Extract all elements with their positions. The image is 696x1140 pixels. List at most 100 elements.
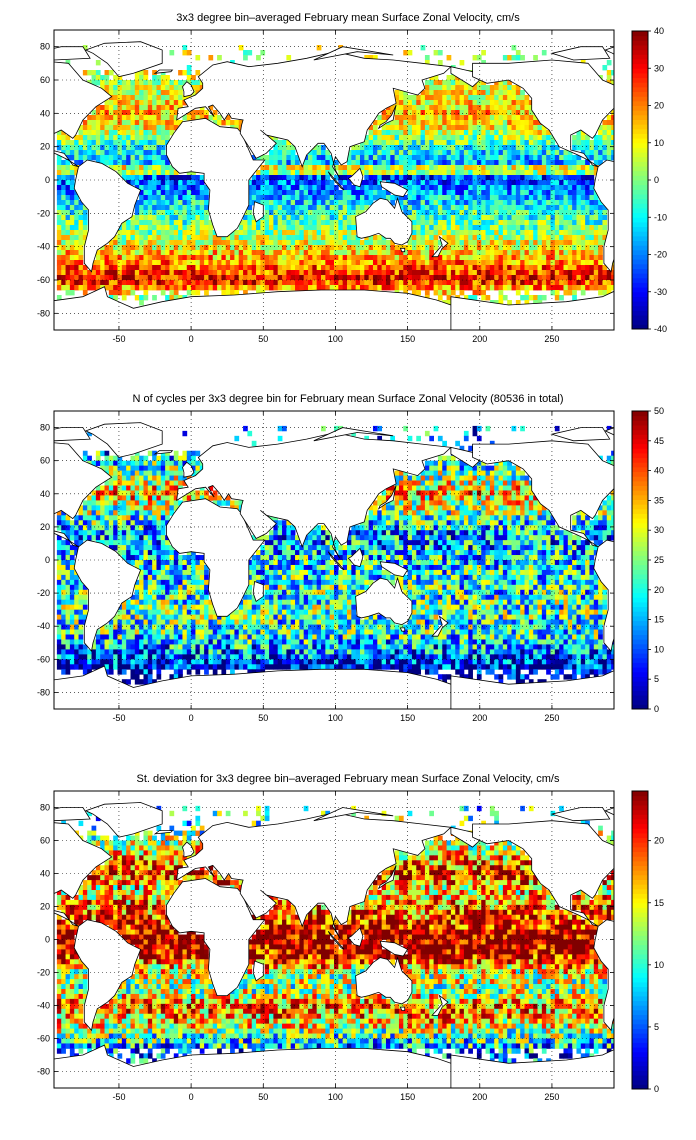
heatmap-cell [147,165,153,171]
heatmap-cell [152,170,157,176]
heatmap-cell [411,225,417,231]
heatmap-cell [463,110,469,116]
heatmap-cell [524,285,530,291]
heatmap-cell [221,120,227,126]
heatmap-cell [429,160,434,166]
heatmap-cell [121,110,127,116]
heatmap-cell [156,155,162,161]
coastline-outline [54,61,113,168]
heatmap-cell [169,90,175,96]
heatmap-cell [459,485,465,491]
heatmap-cell [407,135,413,141]
heatmap-cell [585,245,590,251]
heatmap-cell [225,285,231,291]
heatmap-cell [390,435,396,442]
heatmap-cell [541,250,547,256]
heatmap-cell [533,160,538,166]
heatmap-cell [437,490,443,496]
heatmap-cell [533,275,538,281]
heatmap-cell [455,115,460,121]
heatmap-cell [256,55,261,61]
heatmap-cell [282,200,287,206]
heatmap-cell [139,75,144,81]
heatmap-cell [455,90,460,96]
heatmap-cell [134,90,140,96]
heatmap-cell [459,500,465,506]
heatmap-cell [269,170,274,176]
heatmap-cell [329,165,335,171]
heatmap-cell [134,200,140,206]
heatmap-cell [507,135,512,141]
heatmap-cell [256,290,261,296]
heatmap-cell [69,165,75,171]
heatmap-cell [130,160,136,166]
heatmap-cell [598,125,603,131]
heatmap-cell [169,180,175,186]
heatmap-cell [563,230,569,236]
heatmap-cell [152,105,157,111]
heatmap-cell [576,250,582,256]
heatmap-cell [533,165,538,171]
heatmap-cell [606,135,612,141]
heatmap-cell [537,285,543,291]
colorbar-swatch [632,277,648,283]
heatmap-cell [108,455,114,462]
heatmap-cell [494,145,499,151]
heatmap-cell [351,215,357,221]
heatmap-cell [104,255,110,261]
heatmap-cell [528,105,534,111]
heatmap-cell [559,215,564,221]
heatmap-cell [156,480,162,486]
heatmap-cell [476,95,482,101]
heatmap-cell [299,170,305,176]
heatmap-cell [450,475,456,481]
heatmap-cell [364,285,370,291]
heatmap-cell [95,145,101,151]
heatmap-cell [160,265,166,271]
heatmap-cell [554,230,560,236]
heatmap-cell [580,145,586,151]
heatmap-cell [390,245,396,251]
heatmap-cell [498,290,504,296]
heatmap-cell [208,265,214,271]
heatmap-cell [476,500,482,506]
heatmap-cell [424,55,430,61]
heatmap-cell [524,140,530,146]
heatmap-cell [546,185,551,191]
heatmap-cell [282,210,287,216]
heatmap-cell [567,155,573,161]
heatmap-cell [221,275,227,281]
heatmap-cell [139,215,144,221]
heatmap-cell [282,230,287,236]
heatmap-cell [139,500,144,506]
heatmap-cell [528,495,534,501]
heatmap-cell [160,495,166,501]
heatmap-cell [208,280,214,286]
heatmap-cell [507,105,512,111]
heatmap-cell [61,270,66,276]
heatmap-cell [468,490,473,496]
heatmap-cell [234,275,240,281]
heatmap-cell [295,270,300,276]
heatmap-cell [576,145,582,151]
heatmap-cell [524,135,530,141]
heatmap-cell [394,475,400,481]
heatmap-cell [598,260,603,266]
heatmap-cell [459,495,465,501]
heatmap-cell [520,155,525,161]
heatmap-cell [502,185,508,191]
heatmap-cell [537,300,543,306]
heatmap-cell [121,510,127,516]
heatmap-cell [286,185,292,191]
heatmap-cell [186,175,192,181]
heatmap-cell [65,220,71,226]
heatmap-cell [537,235,543,241]
heatmap-cell [481,255,486,261]
coastline-outline [379,181,409,198]
heatmap-cell [411,275,417,281]
heatmap-cell [173,115,179,121]
heatmap-cell [338,180,344,186]
heatmap-cell [394,115,400,121]
heatmap-cell [394,100,400,106]
heatmap-cell [260,190,266,196]
